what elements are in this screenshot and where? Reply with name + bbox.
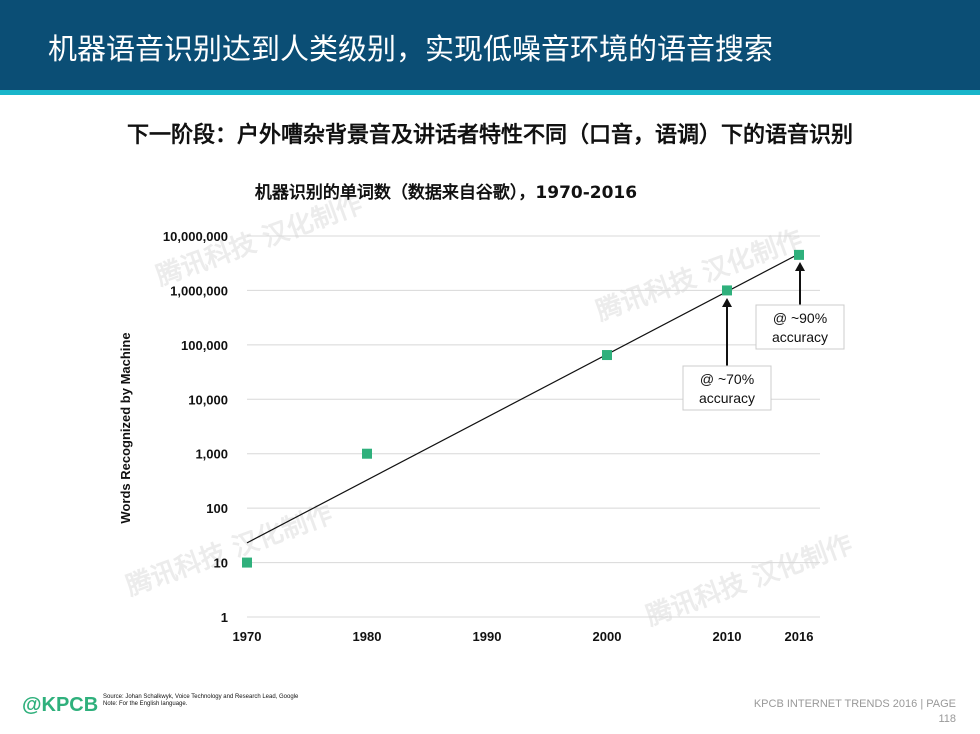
kpcb-logo: @KPCB (22, 694, 99, 716)
footer-page: KPCB INTERNET TRENDS 2016 | PAGE 118 (754, 697, 956, 727)
data-point (722, 285, 732, 296)
y-tick-label: 1,000,000 (170, 283, 228, 298)
arrowhead-icon (795, 262, 805, 271)
page-title: 机器语音识别达到人类级别，实现低噪音环境的语音搜索 (48, 32, 774, 66)
source-note: Source: Johan Schalkwyk, Voice Technolog… (103, 694, 298, 708)
data-point (602, 350, 612, 361)
annotation-line2: accuracy (772, 329, 828, 345)
note-text: Note: For the English language. (103, 701, 188, 707)
y-tick-label: 10 (214, 556, 228, 571)
y-tick-label: 10,000,000 (163, 229, 228, 244)
data-point (794, 249, 804, 260)
y-tick-label: 100 (206, 501, 228, 516)
data-point (242, 557, 252, 568)
x-tick-label: 2010 (713, 629, 742, 644)
x-tick-label: 1990 (473, 629, 502, 644)
x-tick-label: 1980 (353, 629, 382, 644)
arrowhead-icon (722, 298, 732, 307)
annotation-box (755, 304, 845, 350)
data-point (362, 448, 372, 459)
header-stripe (0, 90, 980, 95)
y-tick-label: 1 (221, 610, 228, 625)
annotation-line1: @ ~70% (700, 371, 754, 387)
header-bar (0, 0, 980, 90)
x-tick-label: 2000 (593, 629, 622, 644)
chart-title: 机器识别的单词数（数据来自谷歌），1970-2016 (255, 182, 637, 203)
annotation-box (682, 365, 772, 411)
y-tick-label: 10,000 (188, 392, 228, 407)
y-axis-label: Words Recognized by Machine (118, 332, 133, 523)
page-subtitle: 下一阶段：户外嘈杂背景音及讲话者特性不同（口音，语调）下的语音识别 (126, 123, 853, 148)
x-tick-label: 2016 (785, 629, 814, 644)
y-tick-label: 100,000 (181, 338, 228, 353)
y-tick-label: 1,000 (195, 447, 228, 462)
page-number: 118 (938, 713, 956, 725)
source-text: Source: Johan Schalkwyk, Voice Technolog… (103, 694, 299, 700)
x-tick-label: 1970 (233, 629, 262, 644)
annotation-line1: @ ~90% (773, 310, 827, 326)
trendline (246, 253, 800, 544)
annotation-line2: accuracy (699, 390, 755, 406)
footer-trends: KPCB INTERNET TRENDS 2016 | PAGE (753, 698, 956, 710)
